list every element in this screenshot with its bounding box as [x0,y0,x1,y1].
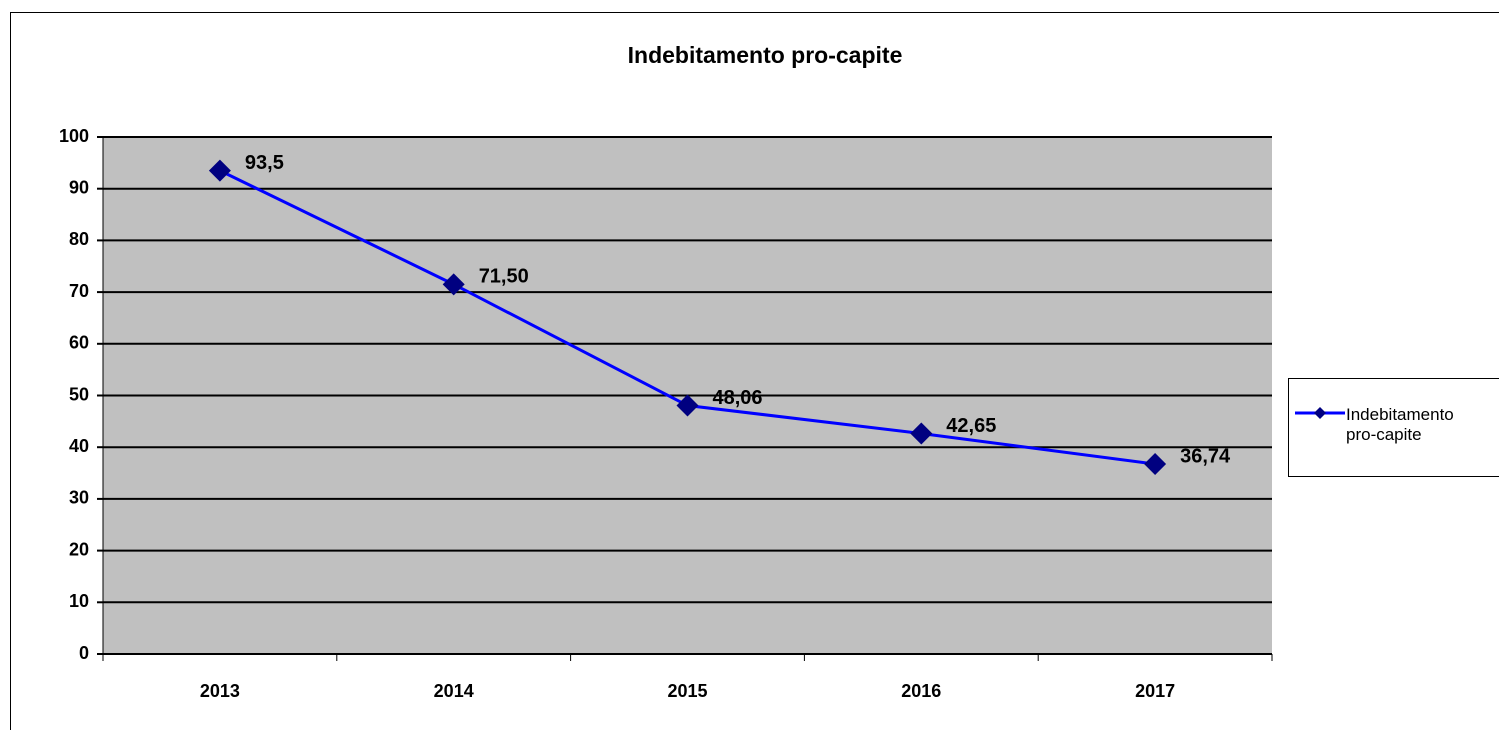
x-tick-label: 2014 [434,681,474,701]
data-label: 36,74 [1180,445,1231,467]
y-tick-label: 70 [69,281,89,301]
y-tick-label: 30 [69,488,89,508]
y-tick-label: 50 [69,384,89,404]
x-tick-label: 2013 [200,681,240,701]
legend-symbol [1295,407,1345,419]
data-label: 71,50 [479,266,529,288]
marker [208,159,231,182]
x-tick-label: 2016 [901,681,941,701]
y-tick-label: 60 [69,333,89,353]
x-tick-label: 2017 [1135,681,1175,701]
marker [676,394,699,417]
y-tick-label: 0 [79,643,89,663]
data-label: 48,06 [713,387,763,409]
marker [442,273,465,296]
y-tick-label: 90 [69,177,89,197]
data-label: 93,5 [245,152,284,174]
legend-marker [1314,407,1326,419]
legend-label: Indebitamento pro-capite [1346,405,1454,444]
legend: Indebitamento pro-capite [1288,378,1499,477]
data-label: 42,65 [946,415,996,437]
chart-title: Indebitamento pro-capite [628,42,903,68]
y-tick-label: 40 [69,436,89,456]
y-tick-label: 100 [59,126,89,146]
y-tick-label: 10 [69,591,89,611]
y-tick-label: 80 [69,229,89,249]
marker [910,422,933,445]
marker [1144,453,1167,476]
x-tick-label: 2015 [667,681,707,701]
y-tick-label: 20 [69,539,89,559]
